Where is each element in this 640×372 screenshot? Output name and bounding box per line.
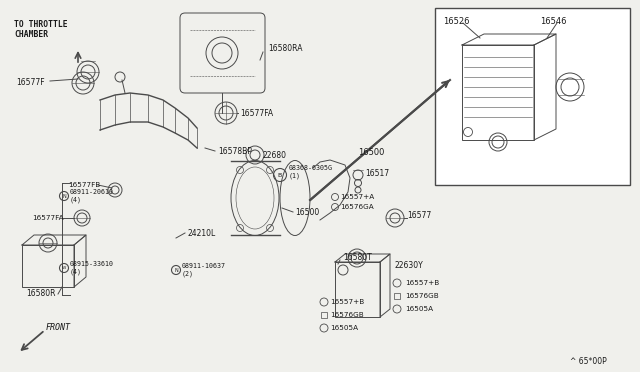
- Text: 08911-20610
(4): 08911-20610 (4): [70, 189, 114, 203]
- Text: 16557+B: 16557+B: [330, 299, 364, 305]
- Text: 16576GB: 16576GB: [330, 312, 364, 318]
- Text: FRONT: FRONT: [46, 324, 71, 333]
- Text: 08368-6305G
(1): 08368-6305G (1): [289, 165, 333, 179]
- Text: 16576GA: 16576GA: [340, 204, 374, 210]
- Text: ^ 65*00P: ^ 65*00P: [570, 357, 607, 366]
- Text: N: N: [174, 267, 178, 273]
- Text: N: N: [62, 193, 66, 199]
- Bar: [435, 8, 630, 185]
- Text: 16505A: 16505A: [330, 325, 358, 331]
- Text: 16577FA: 16577FA: [32, 215, 63, 221]
- Text: 16580RA: 16580RA: [268, 44, 303, 52]
- Text: 22630Y: 22630Y: [395, 260, 424, 269]
- Text: 08911-10637
(2): 08911-10637 (2): [182, 263, 226, 277]
- Text: 16557+A: 16557+A: [340, 194, 374, 200]
- Bar: [335, 262, 380, 317]
- Text: B: B: [278, 173, 282, 177]
- Text: TO THROTTLE
CHAMBER: TO THROTTLE CHAMBER: [14, 20, 68, 39]
- Bar: [22, 245, 74, 287]
- Text: 16580T: 16580T: [343, 253, 372, 263]
- Bar: [394, 293, 400, 299]
- Text: W: W: [62, 266, 66, 270]
- Text: 16526: 16526: [443, 16, 470, 26]
- Text: 16500: 16500: [358, 148, 385, 157]
- Bar: [462, 45, 534, 140]
- Text: 16517: 16517: [365, 169, 389, 177]
- Bar: [321, 312, 327, 318]
- Text: 16557+B: 16557+B: [405, 280, 439, 286]
- Text: 22680: 22680: [263, 151, 287, 160]
- Text: 16577FA: 16577FA: [240, 109, 273, 118]
- Text: 24210L: 24210L: [188, 228, 216, 237]
- Text: 16578BP: 16578BP: [218, 147, 252, 155]
- Text: 16500: 16500: [295, 208, 319, 217]
- Text: 16577FB: 16577FB: [68, 182, 100, 188]
- Text: 08915-33610
(4): 08915-33610 (4): [70, 261, 114, 275]
- Text: 16577F: 16577F: [16, 77, 45, 87]
- Text: 16580R: 16580R: [26, 289, 56, 298]
- Text: 16577: 16577: [407, 211, 431, 219]
- Text: 16505A: 16505A: [405, 306, 433, 312]
- Text: 16576GB: 16576GB: [405, 293, 439, 299]
- Text: 16546: 16546: [540, 16, 566, 26]
